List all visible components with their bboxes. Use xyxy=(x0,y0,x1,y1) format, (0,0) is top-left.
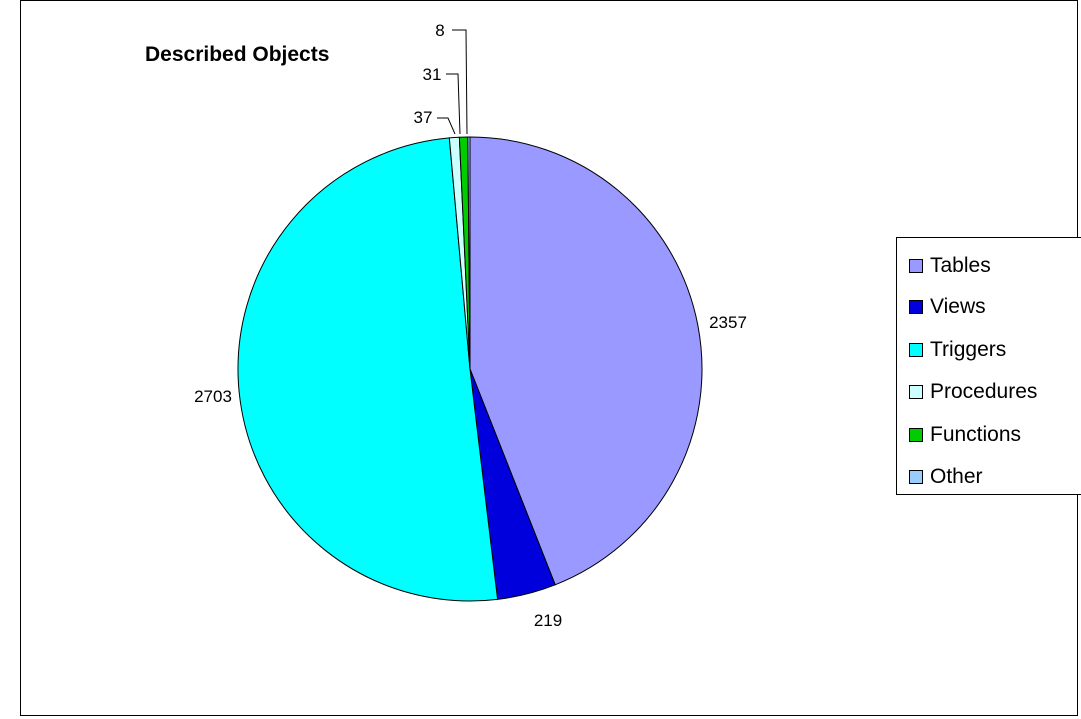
data-label-triggers: 2703 xyxy=(194,387,232,406)
pie-slice-other xyxy=(467,136,471,370)
legend-label-views: Views xyxy=(930,295,986,318)
legend-label-tables: Tables xyxy=(930,254,991,277)
legend-label-other: Other xyxy=(930,465,983,488)
legend-item-views: Views xyxy=(909,292,986,322)
legend-swatch-views xyxy=(909,300,923,314)
legend-swatch-triggers xyxy=(909,343,923,357)
legend-swatch-functions xyxy=(909,428,923,442)
data-label-tables: 2357 xyxy=(709,313,747,332)
leader-line-other xyxy=(452,29,468,135)
data-label-procedures: 37 xyxy=(414,108,433,127)
data-label-other: 8 xyxy=(435,21,444,40)
legend-label-triggers: Triggers xyxy=(930,338,1007,361)
leader-line-procedures xyxy=(437,117,456,135)
legend-item-functions: Functions xyxy=(909,420,1021,450)
pie-slice-triggers xyxy=(237,137,499,602)
legend: Tables Views Triggers Procedures Functio… xyxy=(896,237,1081,495)
legend-swatch-other xyxy=(909,470,923,484)
chart-title: Described Objects xyxy=(145,43,330,66)
pie-slice-tables xyxy=(469,136,703,586)
legend-item-tables: Tables xyxy=(909,251,991,281)
legend-label-functions: Functions xyxy=(930,423,1022,446)
data-label-views: 219 xyxy=(534,611,562,630)
legend-item-procedures: Procedures xyxy=(909,377,1037,407)
legend-item-other: Other xyxy=(909,462,983,492)
legend-swatch-procedures xyxy=(909,385,923,399)
leader-line-functions xyxy=(446,73,461,135)
legend-swatch-tables xyxy=(909,259,923,273)
legend-item-triggers: Triggers xyxy=(909,335,1006,365)
legend-label-procedures: Procedures xyxy=(930,380,1038,403)
data-label-functions: 31 xyxy=(423,65,442,84)
